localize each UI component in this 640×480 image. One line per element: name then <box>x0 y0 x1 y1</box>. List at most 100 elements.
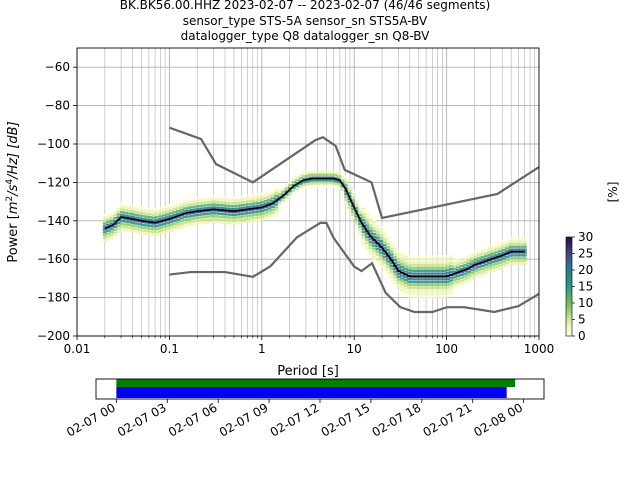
heatmap-cell <box>382 267 387 270</box>
heatmap-cell <box>487 244 492 248</box>
heatmap-cell <box>361 219 366 222</box>
heatmap-cell <box>158 229 163 232</box>
heatmap-cell <box>463 272 468 275</box>
heatmap-cell <box>176 201 181 204</box>
heatmap-cell <box>435 278 440 281</box>
heatmap-cell <box>151 210 156 214</box>
heatmap-cell <box>386 263 391 266</box>
data-availability-bar <box>116 379 516 387</box>
heatmap-cell <box>169 226 174 230</box>
heatmap-cell <box>155 221 160 225</box>
x-tick-label: 0.01 <box>64 342 91 356</box>
heatmap-cell <box>438 295 443 298</box>
heatmap-cell <box>421 255 426 258</box>
heatmap-cell <box>204 215 209 219</box>
heatmap-cell <box>512 262 517 266</box>
heatmap-cell <box>134 225 139 228</box>
heatmap-cell <box>316 185 321 188</box>
heatmap-cell <box>386 251 391 254</box>
heatmap-cell <box>169 206 174 209</box>
y-tick-label: −60 <box>45 60 70 74</box>
heatmap-cell <box>326 176 331 179</box>
heatmap-cell <box>428 263 433 267</box>
heatmap-cell <box>137 231 142 235</box>
heatmap-cell <box>106 232 111 235</box>
heatmap-cell <box>347 191 352 195</box>
heatmap-cell <box>515 251 520 254</box>
heatmap-cell <box>487 259 492 262</box>
heatmap-cell <box>372 247 377 250</box>
heatmap-cell <box>242 203 247 207</box>
heatmap-cell <box>459 265 464 268</box>
heatmap-cell <box>435 272 440 275</box>
heatmap-cell <box>508 248 513 252</box>
heatmap-cell <box>368 238 373 241</box>
heatmap-cell <box>358 231 363 234</box>
heatmap-cell <box>242 195 247 198</box>
heatmap-cell <box>298 176 303 180</box>
heatmap-cell <box>186 218 191 221</box>
heatmap-cell <box>330 176 335 179</box>
heatmap-cell <box>449 267 454 271</box>
heatmap-cell <box>344 201 349 204</box>
chart-title-line-1: BK.BK56.00.HHZ 2023-02-07 -- 2023-02-07 … <box>120 0 491 12</box>
heatmap-cell <box>361 236 366 239</box>
heatmap-cell <box>263 191 268 194</box>
heatmap-cell <box>365 238 370 242</box>
heatmap-cell <box>179 222 184 226</box>
heatmap-cell <box>368 246 373 250</box>
heatmap-cell <box>337 183 342 187</box>
heatmap-cell <box>162 225 167 229</box>
heatmap-cell <box>200 221 205 225</box>
heatmap-cell <box>172 228 177 231</box>
heatmap-cell <box>183 221 188 225</box>
heatmap-cell <box>368 215 373 218</box>
heatmap-cell <box>494 248 499 251</box>
heatmap-cell <box>382 244 387 247</box>
x-tick-label: 1 <box>258 342 266 356</box>
heatmap-cell <box>358 225 363 228</box>
heatmap-cell <box>358 205 363 208</box>
heatmap-cell <box>498 255 503 259</box>
heatmap-cell <box>193 211 198 214</box>
heatmap-cell <box>305 183 310 186</box>
heatmap-cell <box>438 283 443 287</box>
heatmap-cell <box>519 254 524 257</box>
heatmap-cell <box>190 223 195 226</box>
heatmap-cell <box>410 295 415 298</box>
heatmap-cell <box>134 230 139 234</box>
heatmap-cell <box>218 203 223 207</box>
heatmap-cell <box>113 219 118 223</box>
heatmap-cell <box>515 257 520 260</box>
heatmap-cell <box>211 200 216 203</box>
heatmap-cell <box>375 230 380 234</box>
heatmap-cell <box>225 218 230 222</box>
heatmap-cell <box>445 257 450 260</box>
heatmap-cell <box>435 295 440 298</box>
heatmap-cell <box>347 200 352 203</box>
heatmap-cell <box>169 220 174 224</box>
heatmap-cell <box>109 222 114 225</box>
heatmap-cell <box>253 210 258 214</box>
heatmap-cell <box>267 204 272 207</box>
heatmap-cell <box>361 233 366 236</box>
heatmap-cell <box>379 228 384 231</box>
heatmap-cell <box>326 182 331 185</box>
heatmap-cell <box>284 193 289 196</box>
heatmap-cell <box>165 204 170 208</box>
heatmap-cell <box>372 241 377 244</box>
heatmap-cell <box>456 266 461 269</box>
heatmap-cell <box>410 263 415 267</box>
heatmap-cell <box>214 215 219 218</box>
heatmap-cell <box>218 206 223 210</box>
heatmap-cell <box>106 212 111 215</box>
heatmap-cell <box>162 205 167 209</box>
heatmap-cell <box>414 255 419 258</box>
heatmap-cell <box>508 251 513 254</box>
heatmap-cell <box>127 223 132 227</box>
heatmap-cell <box>519 248 524 251</box>
heatmap-cell <box>414 278 419 281</box>
heatmap-cell <box>459 259 464 262</box>
heatmap-cell <box>197 199 202 202</box>
heatmap-cell <box>407 283 412 287</box>
